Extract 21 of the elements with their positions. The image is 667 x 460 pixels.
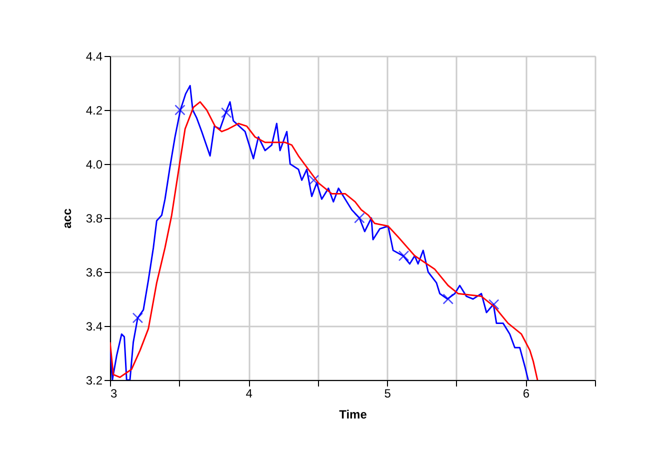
x-axis-title: Time (339, 408, 368, 422)
point (174, 104, 186, 116)
point (221, 107, 232, 118)
y-tick-label: 4.2 (86, 104, 103, 118)
x-tick-label: 3 (110, 386, 118, 400)
x-tick-label: 6 (522, 386, 530, 400)
y-tick-label: 4.4 (86, 50, 103, 64)
y-tick-label: 4.0 (86, 158, 103, 172)
point (488, 299, 500, 310)
point (308, 174, 320, 186)
point (354, 212, 365, 224)
x-tick-label: 4 (246, 386, 253, 400)
point (398, 250, 410, 262)
y-tick-label: 3.4 (86, 320, 103, 334)
y-tick-label: 3.6 (86, 266, 103, 280)
point (132, 312, 144, 324)
y-axis-title: acc (60, 208, 74, 229)
y-tick-label: 3.2 (86, 374, 103, 388)
y-tick-label: 3.8 (86, 212, 103, 226)
point (442, 294, 454, 304)
x-tick-label: 5 (384, 386, 392, 400)
